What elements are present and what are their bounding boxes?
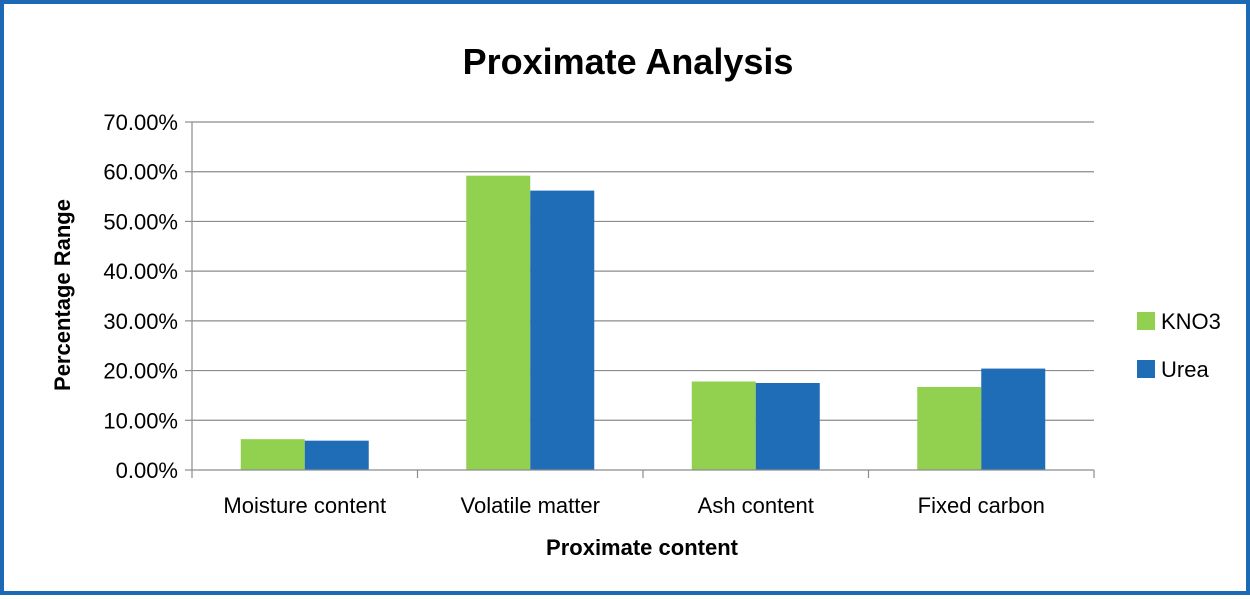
legend-swatch-kno3 (1137, 312, 1155, 330)
legend-label-kno3: KNO3 (1161, 309, 1221, 334)
bar-urea-2 (755, 383, 820, 470)
y-tick-label: 30.00% (103, 309, 178, 334)
x-tick-label: Moisture content (223, 493, 386, 518)
y-tick-label: 60.00% (103, 160, 178, 185)
bar-kno3-0 (240, 439, 305, 470)
bar-urea-3 (981, 368, 1046, 470)
x-axis-title: Proximate content (546, 535, 739, 560)
y-tick-label: 50.00% (103, 209, 178, 234)
x-tick-label: Volatile matter (461, 493, 600, 518)
x-axis-ticks: Moisture content Volatile matter Ash conte… (191, 470, 1095, 518)
bar-kno3-2 (691, 381, 756, 470)
y-axis-ticks: 0.00% 10.00% 20.00% 30.00% 40.00% 50.00% 60.00… (103, 110, 192, 483)
bars (240, 175, 1046, 471)
chart-title: Proximate Analysis (463, 41, 794, 82)
y-tick-label: 0.00% (116, 458, 178, 483)
y-axis-title: Percentage Range (50, 199, 75, 391)
legend-label-urea: Urea (1161, 357, 1209, 382)
y-tick-label: 70.00% (103, 110, 178, 135)
bar-kno3-3 (917, 386, 982, 470)
gridlines (192, 121, 1094, 421)
bar-kno3-1 (466, 175, 531, 471)
bar-chart: Proximate Analysis 0.00% 10.00% 20.00% 30.0… (50, 41, 1221, 560)
y-tick-label: 40.00% (103, 259, 178, 284)
legend: KNO3 Urea (1137, 309, 1221, 382)
y-tick-label: 20.00% (103, 359, 178, 384)
x-tick-label: Fixed carbon (918, 493, 1045, 518)
bar-urea-1 (530, 190, 595, 470)
legend-swatch-urea (1137, 360, 1155, 378)
y-tick-label: 10.00% (103, 408, 178, 433)
x-tick-label: Ash content (698, 493, 814, 518)
bar-urea-0 (304, 440, 369, 470)
